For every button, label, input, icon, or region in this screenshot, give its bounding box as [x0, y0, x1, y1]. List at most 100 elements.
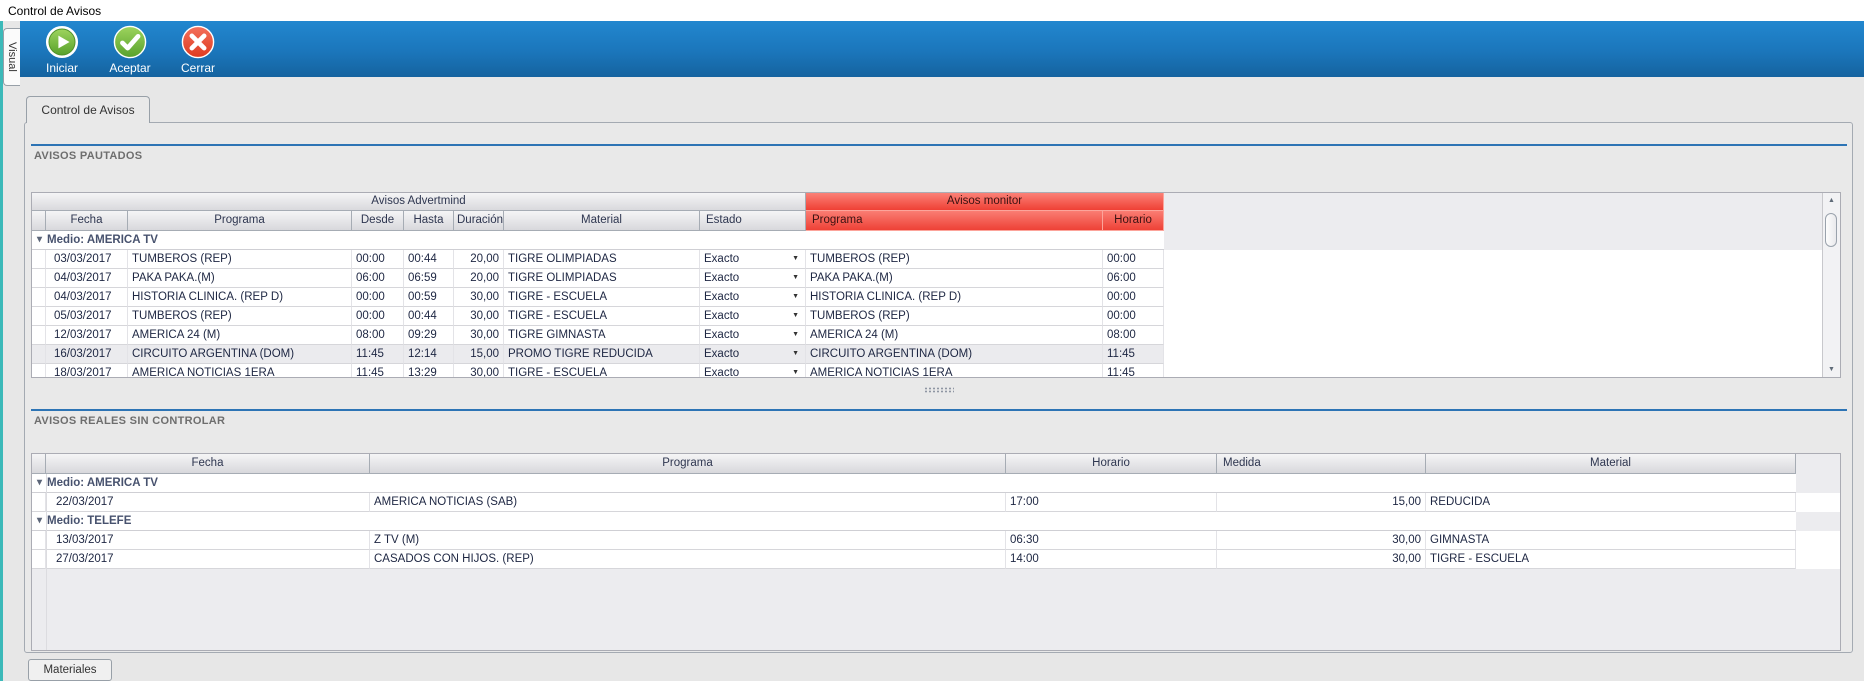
cell-fecha: 04/03/2017	[46, 288, 128, 307]
cell-duracion: 20,00	[454, 269, 504, 288]
table-row[interactable]: 04/03/2017 HISTORIA CLINICA. (REP D) 00:00…	[32, 288, 1840, 307]
estado-combo[interactable]: Exacto ▼	[700, 345, 806, 364]
cell-hasta: 00:44	[404, 307, 454, 326]
estado-combo[interactable]: Exacto ▼	[700, 250, 806, 269]
scroll-thumb[interactable]	[1825, 213, 1837, 247]
cell-hasta: 09:29	[404, 326, 454, 345]
scroll-down-icon[interactable]: ▼	[1828, 366, 1835, 373]
cell-programa: AMERICA NOTICIAS 1ERA	[128, 364, 352, 377]
tab-materiales[interactable]: Materiales	[28, 659, 112, 681]
row-indicator	[32, 364, 46, 377]
group-label: Medio: AMERICA TV	[47, 234, 158, 246]
band-avisos-monitor: Avisos monitor	[806, 193, 1164, 211]
estado-combo[interactable]: Exacto ▼	[700, 307, 806, 326]
column-header-material[interactable]: Material	[1426, 454, 1796, 474]
splitter-grip[interactable]	[923, 387, 954, 393]
table-row[interactable]: 05/03/2017 TUMBEROS (REP) 00:00 00:44 30,00 T…	[32, 307, 1840, 326]
column-header-programa[interactable]: Programa	[806, 211, 1103, 231]
main-tab-label: Control de Avisos	[41, 103, 135, 117]
column-header-horario[interactable]: Horario	[1103, 211, 1164, 231]
scroll-up-icon[interactable]: ▲	[1828, 197, 1835, 204]
cell-fecha: 22/03/2017	[46, 493, 370, 512]
chevron-down-icon: ▼	[792, 274, 799, 281]
sidebar-tab-visual[interactable]: Visual	[3, 28, 20, 86]
cerrar-label: Cerrar	[180, 61, 215, 75]
vertical-scrollbar[interactable]: ▲ ▼	[1822, 193, 1840, 377]
column-header-indicator	[32, 211, 46, 231]
cell-monitor-horario: 00:00	[1103, 307, 1164, 326]
cell-monitor-horario: 00:00	[1103, 288, 1164, 307]
column-header-estado[interactable]: Estado	[700, 211, 806, 231]
table-row[interactable]: 22/03/2017 AMERICA NOTICIAS (SAB) 17:00 15,…	[32, 493, 1840, 512]
header-row: Fecha Programa Desde Hasta Duración Material E…	[32, 211, 1840, 231]
left-accent-line	[0, 21, 3, 681]
cell-material: REDUCIDA	[1426, 493, 1796, 512]
cell-programa: PAKA PAKA.(M)	[128, 269, 352, 288]
group-row[interactable]: ▾ Medio: AMERICA TV	[32, 474, 1796, 493]
estado-combo[interactable]: Exacto ▼	[700, 288, 806, 307]
table-row[interactable]: 13/03/2017 Z TV (M) 06:30 30,00 GIMNASTA	[32, 531, 1840, 550]
cell-fecha: 13/03/2017	[46, 531, 370, 550]
column-header-material[interactable]: Material	[504, 211, 700, 231]
cell-duracion: 20,00	[454, 250, 504, 269]
cell-desde: 11:45	[352, 364, 404, 377]
column-header-fecha[interactable]: Fecha	[46, 211, 128, 231]
row-indicator	[32, 307, 46, 326]
cell-material: TIGRE GIMNASTA	[504, 326, 700, 345]
estado-value: Exacto	[704, 253, 740, 265]
column-header-programa[interactable]: Programa	[128, 211, 352, 231]
column-header-hasta[interactable]: Hasta	[404, 211, 454, 231]
table-row[interactable]: 04/03/2017 PAKA PAKA.(M) 06:00 06:59 20,00 TI…	[32, 269, 1840, 288]
cell-programa: TUMBEROS (REP)	[128, 250, 352, 269]
table-row[interactable]: 03/03/2017 TUMBEROS (REP) 00:00 00:44 20,00 T…	[32, 250, 1840, 269]
cell-horario: 17:00	[1006, 493, 1217, 512]
aceptar-label: Aceptar	[109, 61, 151, 75]
group-row[interactable]: ▾ Medio: TELEFE	[32, 512, 1796, 531]
cell-fecha: 18/03/2017	[46, 364, 128, 377]
cell-programa: CASADOS CON HIJOS. (REP)	[370, 550, 1006, 569]
estado-value: Exacto	[704, 348, 740, 360]
cell-monitor-programa: HISTORIA CLINICA. (REP D)	[806, 288, 1103, 307]
group-label: Medio: AMERICA TV	[47, 477, 158, 489]
table-row[interactable]: 18/03/2017 AMERICA NOTICIAS 1ERA 11:45 13:2…	[32, 364, 1840, 377]
pautados-title: AVISOS PAUTADOS	[34, 150, 143, 162]
column-header-desde[interactable]: Desde	[352, 211, 404, 231]
chevron-down-icon: ▼	[792, 255, 799, 262]
cell-monitor-programa: AMERICA NOTICIAS 1ERA	[806, 364, 1103, 377]
column-header-programa[interactable]: Programa	[370, 454, 1006, 474]
cell-monitor-programa: PAKA PAKA.(M)	[806, 269, 1103, 288]
cell-duracion: 30,00	[454, 326, 504, 345]
table-row[interactable]: 27/03/2017 CASADOS CON HIJOS. (REP) 14:00 3…	[32, 550, 1840, 569]
iniciar-button[interactable]: Iniciar	[30, 25, 94, 75]
column-header-duraci-n[interactable]: Duración	[454, 211, 504, 231]
column-header-medida[interactable]: Medida	[1217, 454, 1426, 474]
estado-combo[interactable]: Exacto ▼	[700, 364, 806, 377]
estado-combo[interactable]: Exacto ▼	[700, 326, 806, 345]
section-rule-pautados	[31, 144, 1847, 146]
row-indicator	[32, 493, 46, 512]
cell-monitor-horario: 06:00	[1103, 269, 1164, 288]
header-row: Fecha Programa Horario Medida Material	[32, 454, 1840, 474]
group-row[interactable]: ▾ Medio: AMERICA TV	[32, 231, 1164, 250]
cell-programa: CIRCUITO ARGENTINA (DOM)	[128, 345, 352, 364]
tab-control-de-avisos[interactable]: Control de Avisos	[26, 96, 150, 123]
column-header-horario[interactable]: Horario	[1006, 454, 1217, 474]
cell-material: TIGRE OLIMPIADAS	[504, 250, 700, 269]
cell-medida: 30,00	[1217, 550, 1426, 569]
aceptar-button[interactable]: Aceptar	[98, 25, 162, 75]
cell-desde: 00:00	[352, 288, 404, 307]
cerrar-button[interactable]: Cerrar	[166, 25, 230, 75]
visual-tab-label: Visual	[6, 42, 18, 72]
table-row[interactable]: 12/03/2017 AMERICA 24 (M) 08:00 09:29 30,00 T…	[32, 326, 1840, 345]
cell-desde: 00:00	[352, 307, 404, 326]
cell-desde: 11:45	[352, 345, 404, 364]
reales-grid-rows: Fecha Programa Horario Medida Material ▾ Medio…	[32, 454, 1840, 569]
estado-combo[interactable]: Exacto ▼	[700, 269, 806, 288]
cell-material: TIGRE - ESCUELA	[504, 364, 700, 377]
table-row[interactable]: 16/03/2017 CIRCUITO ARGENTINA (DOM) 11:45 1…	[32, 345, 1840, 364]
toolbar: Iniciar Aceptar Cerrar	[20, 21, 1864, 77]
column-header-indicator	[32, 454, 46, 474]
cell-material: TIGRE - ESCUELA	[504, 307, 700, 326]
column-header-fecha[interactable]: Fecha	[46, 454, 370, 474]
cell-duracion: 30,00	[454, 364, 504, 377]
